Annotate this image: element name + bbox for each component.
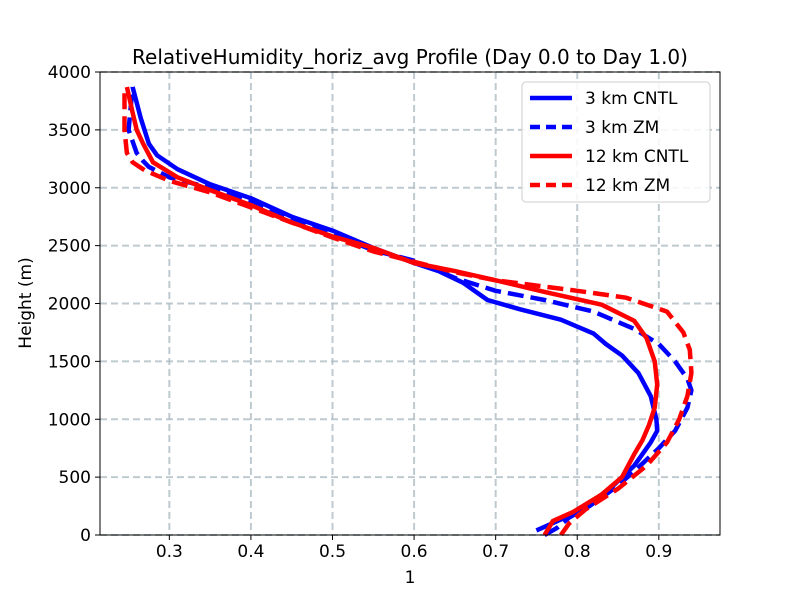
y-axis-ticks: 0 500 1000 1500 2000 2500 3000 3500 4000 <box>48 63 100 546</box>
y-tick-label: 3000 <box>48 179 91 199</box>
y-tick-label: 4000 <box>48 63 91 83</box>
legend-label: 12 km CNTL <box>585 147 689 167</box>
y-tick-label: 500 <box>59 468 91 488</box>
legend-label: 3 km ZM <box>585 118 659 138</box>
y-tick-label: 1500 <box>48 352 91 372</box>
y-tick-label: 2000 <box>48 295 91 315</box>
x-tick-label: 0.5 <box>319 542 346 562</box>
legend-box <box>521 81 711 203</box>
data-series <box>122 86 694 537</box>
x-tick-label: 0.8 <box>564 542 591 562</box>
y-tick-label: 0 <box>80 526 91 546</box>
legend-label: 12 km ZM <box>585 176 670 196</box>
y-tick-label: 1000 <box>48 410 91 430</box>
x-axis-ticks: 0.3 0.4 0.5 0.6 0.7 0.8 0.9 <box>156 535 672 562</box>
legend: 3 km CNTL 3 km ZM 12 km CNTL 12 km ZM <box>521 81 711 203</box>
y-tick-label: 2500 <box>48 237 91 257</box>
y-tick-label: 3500 <box>48 121 91 141</box>
x-tick-label: 0.4 <box>237 542 264 562</box>
chart-title: RelativeHumidity_horiz_avg Profile (Day … <box>132 45 688 69</box>
y-axis-title: Height (m) <box>16 257 36 348</box>
series-line-3-km-cntl <box>130 86 660 533</box>
x-tick-label: 0.6 <box>401 542 428 562</box>
series-line-3-km-zm <box>126 86 694 537</box>
x-tick-label: 0.9 <box>645 542 672 562</box>
series-line-12-km-cntl <box>124 86 660 537</box>
x-axis-title: 1 <box>405 568 416 588</box>
x-tick-label: 0.7 <box>482 542 509 562</box>
x-tick-label: 0.3 <box>156 542 183 562</box>
legend-label: 3 km CNTL <box>585 89 678 109</box>
series-line-12-km-zm <box>122 87 694 537</box>
